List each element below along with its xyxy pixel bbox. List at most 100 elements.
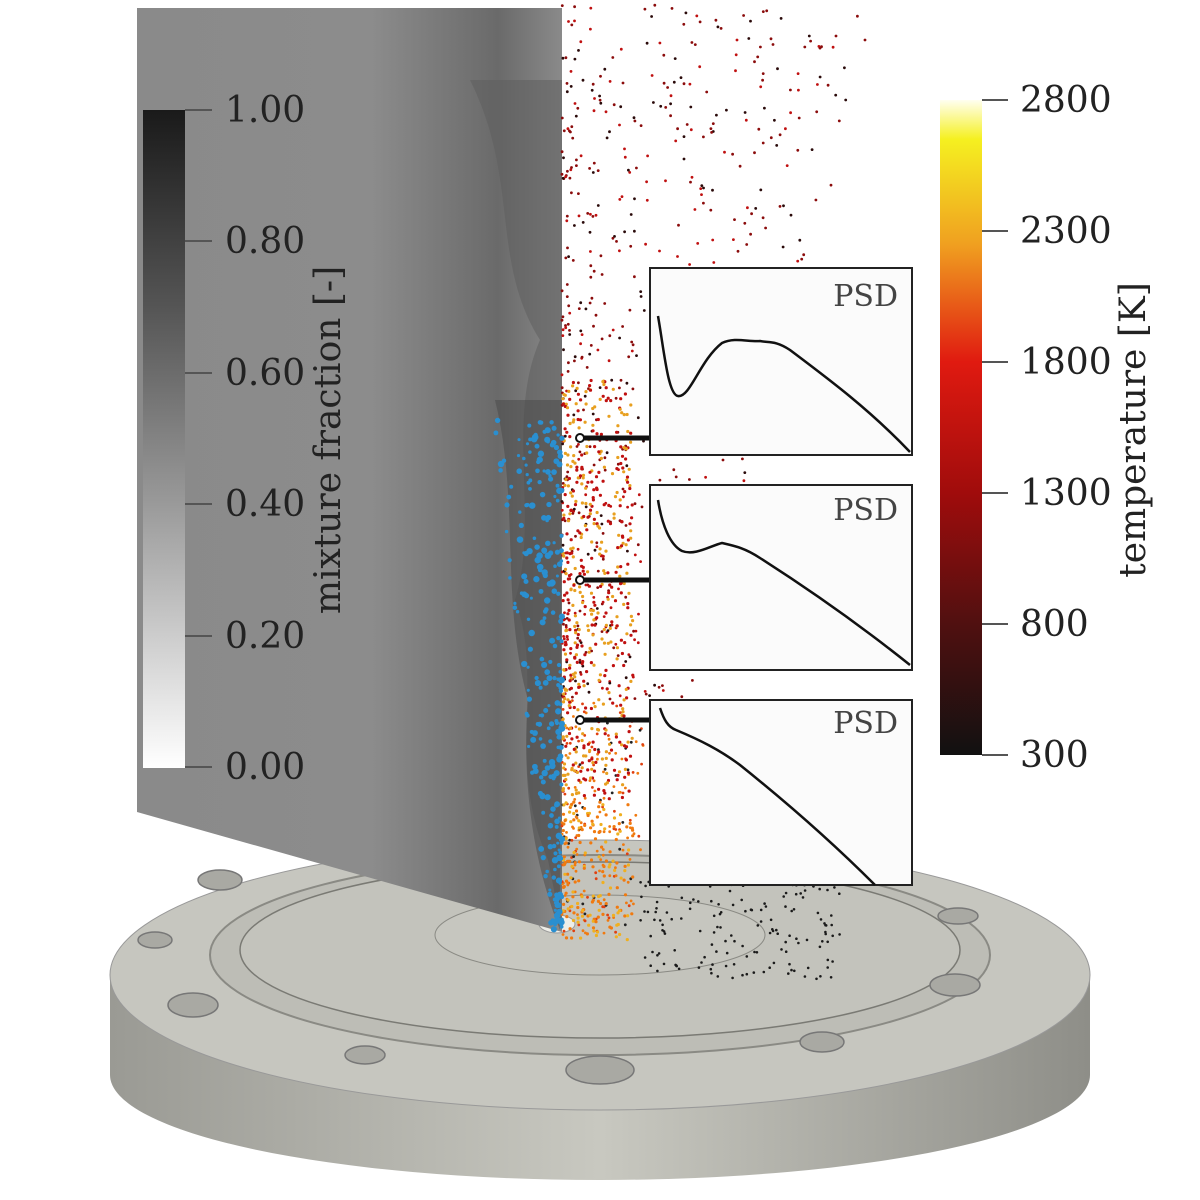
- particle: [596, 204, 600, 207]
- particle: [618, 198, 622, 201]
- particle: [572, 507, 576, 511]
- particle: [571, 512, 575, 515]
- particle: [803, 975, 807, 978]
- particle: [565, 463, 570, 467]
- particle: [615, 615, 619, 619]
- particle: [710, 943, 714, 946]
- particle: [522, 456, 526, 461]
- particle: [563, 894, 567, 897]
- particle: [616, 424, 620, 428]
- particle: [662, 962, 666, 966]
- particle: [603, 674, 607, 678]
- particle: [623, 392, 628, 396]
- particle: [563, 393, 567, 397]
- particle: [581, 702, 584, 706]
- particle: [590, 612, 594, 616]
- particle: [619, 397, 623, 401]
- particle: [563, 593, 567, 597]
- particle: [579, 40, 583, 44]
- particle: [585, 528, 589, 532]
- particle: [652, 101, 655, 104]
- particle: [589, 841, 593, 845]
- particle: [583, 823, 587, 828]
- particle: [598, 869, 601, 873]
- psd-inset-upper: PSD: [575, 267, 913, 456]
- particle: [599, 254, 603, 258]
- particle: [574, 815, 578, 819]
- particle: [568, 859, 572, 863]
- particle: [656, 954, 659, 957]
- particle: [559, 917, 564, 922]
- particle: [577, 457, 581, 461]
- particle: [539, 420, 544, 425]
- particle: [614, 837, 618, 842]
- particle: [597, 698, 601, 702]
- particle: [821, 940, 824, 943]
- particle: [699, 187, 703, 191]
- particle: [633, 553, 637, 557]
- particle: [539, 619, 546, 626]
- particle: [601, 532, 605, 535]
- particle: [589, 212, 592, 216]
- particle: [572, 747, 576, 752]
- particle: [631, 387, 635, 391]
- particle: [620, 195, 624, 199]
- particle: [577, 511, 581, 515]
- particle: [657, 685, 661, 689]
- particle: [537, 479, 542, 485]
- particle: [621, 325, 624, 328]
- particle: [624, 524, 628, 527]
- particle: [593, 747, 597, 752]
- particle: [584, 651, 588, 654]
- particle: [629, 614, 634, 619]
- particle: [545, 540, 551, 547]
- particle: [619, 461, 623, 466]
- particle: [616, 565, 620, 569]
- particle: [540, 743, 546, 749]
- particle: [590, 540, 594, 544]
- particle: [564, 175, 568, 179]
- particle: [541, 769, 548, 777]
- particle: [696, 242, 700, 245]
- particle: [624, 745, 629, 749]
- particle: [610, 378, 614, 382]
- particle: [591, 898, 595, 902]
- particle: [517, 438, 521, 442]
- particle: [595, 522, 599, 526]
- particle: [590, 767, 594, 771]
- particle: [626, 863, 631, 867]
- particle: [636, 543, 640, 547]
- particle: [574, 114, 578, 118]
- particle: [568, 397, 572, 401]
- particle: [617, 822, 621, 826]
- particle: [712, 914, 716, 918]
- particle: [582, 684, 586, 688]
- particle: [566, 845, 570, 849]
- particle: [547, 836, 552, 841]
- particle: [807, 34, 811, 38]
- particle: [626, 768, 630, 772]
- particle: [561, 397, 565, 401]
- particle: [591, 423, 595, 427]
- particle: [576, 529, 580, 533]
- particle: [622, 413, 626, 417]
- particle: [592, 763, 595, 767]
- particle: [557, 449, 563, 455]
- particle: [653, 918, 656, 922]
- particle: [577, 727, 582, 731]
- particle: [560, 289, 564, 293]
- particle: [625, 901, 628, 905]
- particle: [624, 543, 628, 547]
- particle: [593, 837, 598, 841]
- particle: [572, 413, 576, 417]
- particle: [610, 623, 614, 627]
- particle: [690, 41, 694, 44]
- particle: [616, 922, 620, 927]
- particle: [619, 876, 623, 880]
- particle: [824, 923, 827, 927]
- particle: [536, 552, 543, 559]
- particle: [624, 457, 628, 461]
- particle: [584, 486, 588, 490]
- mf-tick-label: 0.80: [225, 221, 305, 262]
- particle: [558, 744, 564, 751]
